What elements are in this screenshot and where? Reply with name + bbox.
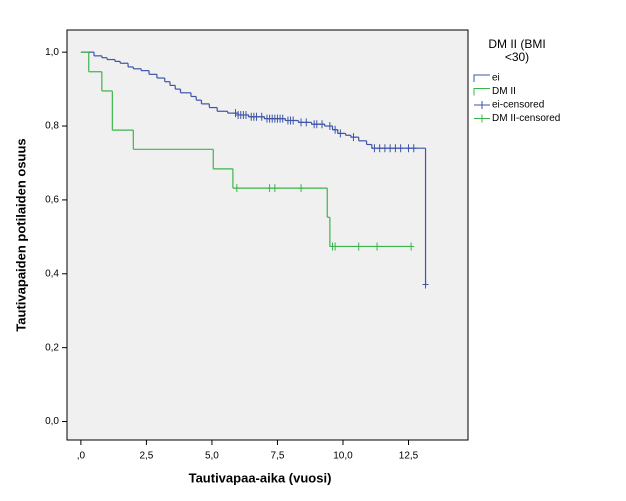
legend-symbol: [473, 88, 490, 96]
censored-marker: [290, 116, 297, 125]
censored-marker: [266, 184, 273, 193]
censored-marker: [397, 144, 404, 153]
censored-marker: [337, 129, 344, 138]
x-tick-label: 7,5: [271, 451, 285, 462]
censored-marker: [313, 120, 320, 129]
censored-marker: [392, 144, 399, 153]
x-tick-label: 5,0: [205, 451, 219, 462]
censored-marker: [422, 280, 429, 289]
x-axis-title: Tautivapaa-aika (vuosi): [189, 470, 332, 485]
censored-marker: [332, 242, 339, 251]
censored-marker: [271, 184, 278, 193]
y-tick-label: 1,0: [45, 47, 59, 58]
x-tick-label: 10,0: [333, 451, 353, 462]
censored-marker: [258, 112, 265, 121]
censored-marker: [332, 125, 339, 134]
x-tick-label: 12,5: [399, 451, 419, 462]
censored-marker: [233, 184, 240, 193]
y-tick-label: 0,2: [45, 342, 59, 353]
legend-label: DM II: [492, 86, 516, 97]
censored-marker: [410, 144, 417, 153]
censored-marker: [371, 144, 378, 153]
plot-area: [66, 29, 469, 441]
censored-marker: [279, 114, 286, 123]
legend-title: <30): [505, 50, 529, 64]
censored-marker: [326, 122, 333, 131]
legend-symbol: [474, 114, 490, 123]
censored-marker: [408, 242, 415, 251]
y-axis-title: Tautivapaiden potilaiden osuus: [13, 138, 28, 331]
legend-label: ei-censored: [492, 100, 544, 111]
censored-marker: [355, 242, 362, 251]
x-tick-label: 2,5: [139, 451, 153, 462]
censored-marker: [405, 144, 412, 153]
legend-symbol: [473, 74, 490, 82]
censored-marker: [298, 118, 305, 127]
censored-marker: [298, 184, 305, 193]
legend-title: DM II (BMI: [488, 37, 545, 51]
censored-marker: [374, 242, 381, 251]
censored-marker: [381, 144, 388, 153]
censored-marker: [387, 144, 394, 153]
censored-marker: [243, 110, 250, 119]
x-tick-label: ,0: [77, 451, 86, 462]
y-tick-label: 0,6: [45, 195, 59, 206]
y-tick-label: 0,0: [45, 416, 59, 427]
censored-marker: [232, 109, 239, 118]
legend-label: DM II-censored: [492, 113, 560, 124]
y-tick-label: 0,4: [45, 268, 59, 279]
censored-marker: [303, 118, 310, 127]
legend-label: ei: [492, 73, 500, 84]
y-tick-label: 0,8: [45, 121, 59, 132]
censored-marker: [253, 112, 260, 121]
legend-symbol: [474, 101, 490, 109]
censored-marker: [319, 120, 326, 129]
censored-marker: [376, 144, 383, 153]
censored-marker: [350, 133, 357, 142]
